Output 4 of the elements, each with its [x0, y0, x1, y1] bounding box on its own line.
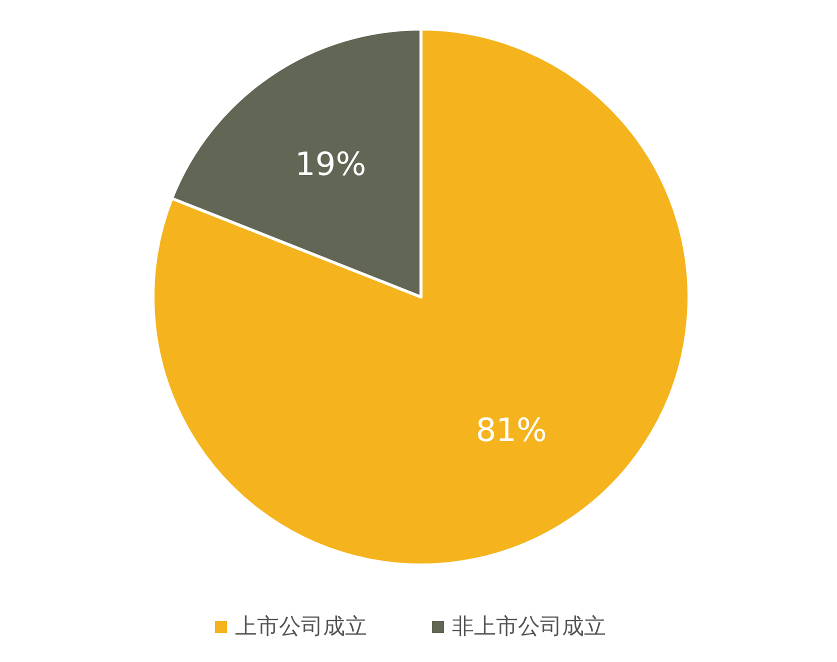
data-label: 81% [476, 410, 547, 449]
legend-label: 上市公司成立 [235, 614, 367, 640]
data-label: 19% [295, 145, 366, 184]
legend-label: 非上市公司成立 [452, 614, 606, 640]
